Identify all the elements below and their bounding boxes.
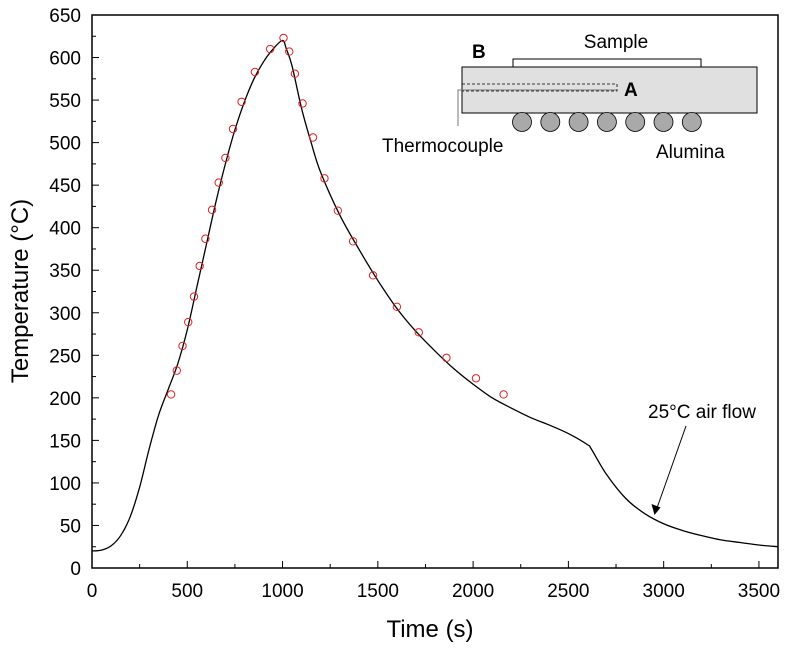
air-flow-annotation: 25°C air flow	[648, 402, 756, 423]
x-tick-label: 0	[87, 581, 98, 602]
data-point	[189, 292, 199, 301]
thermocouple-label: Thermocouple	[382, 136, 503, 157]
alumina-ball	[653, 112, 674, 132]
x-tick-label: 2000	[452, 581, 494, 602]
sample-label: Sample	[584, 32, 648, 53]
y-tick-label: 150	[49, 431, 81, 452]
data-point	[308, 133, 318, 142]
data-point	[221, 153, 230, 163]
data-point	[228, 124, 238, 134]
data-point	[279, 33, 288, 43]
data-point	[414, 328, 424, 337]
alumina-balls	[512, 112, 702, 132]
data-point	[178, 341, 187, 351]
air-flow-arrowhead	[651, 504, 661, 515]
data-point	[290, 69, 300, 78]
alumina-ball	[681, 112, 702, 132]
x-tick-label: 3500	[738, 581, 780, 602]
data-point	[471, 374, 481, 383]
y-tick-label: 0	[70, 559, 81, 580]
data-point	[214, 178, 223, 187]
x-axis-title: Time (s)	[386, 616, 473, 643]
alumina-ball	[512, 112, 532, 132]
alumina-ball	[597, 112, 617, 132]
y-tick-label: 500	[49, 134, 81, 155]
data-point	[499, 390, 508, 399]
y-tick-label: 200	[49, 389, 81, 410]
alumina-ball	[625, 112, 646, 132]
alumina-ball	[540, 112, 561, 132]
data-point	[265, 44, 275, 54]
series-points-simulated	[166, 33, 508, 399]
x-tick-label: 2500	[547, 581, 589, 602]
data-point	[172, 366, 181, 375]
data-point	[184, 317, 193, 327]
sample-block	[512, 58, 702, 68]
x-tick-label: 500	[171, 581, 203, 602]
y-tick-label: 450	[49, 176, 81, 197]
y-axis-title: Temperature (°C)	[7, 199, 34, 383]
y-tick-label: 350	[49, 261, 81, 282]
x-tick-label: 3000	[643, 581, 685, 602]
data-point	[201, 234, 210, 243]
x-tick-label: 1500	[357, 581, 399, 602]
y-axis: 0 50 100 150 200 250 300 350 400 450 500 550 600 650	[49, 6, 99, 580]
data-point	[166, 390, 176, 399]
data-point	[442, 353, 451, 363]
data-point	[250, 67, 260, 77]
point-a-label: A	[624, 80, 638, 101]
y-tick-label: 250	[49, 346, 81, 367]
alumina-label: Alumina	[656, 142, 725, 163]
data-point	[333, 206, 343, 215]
y-tick-label: 300	[49, 304, 81, 325]
y-tick-label: 600	[49, 49, 81, 70]
data-point	[285, 47, 294, 56]
thermocouple-wire	[457, 89, 617, 126]
y-tick-label: 550	[49, 91, 81, 112]
data-point	[368, 271, 378, 280]
series-line-measured	[92, 39, 778, 552]
alumina-ball	[568, 112, 589, 132]
data-point	[237, 97, 246, 106]
y-tick-label: 100	[49, 474, 81, 495]
y-tick-label: 400	[49, 219, 81, 240]
x-tick-label: 1000	[261, 581, 303, 602]
x-axis: 0 500 1000 1500 2000 2500 3000 3500	[87, 561, 780, 602]
inset-schematic: Sample B A Thermocouple Alumina	[382, 32, 758, 163]
data-point	[320, 174, 329, 183]
data-point	[392, 302, 402, 312]
data-point	[348, 237, 358, 246]
thermocouple-channel	[461, 83, 618, 92]
point-b-label: B	[472, 42, 486, 63]
data-point	[298, 99, 307, 108]
y-tick-label: 650	[49, 6, 81, 27]
y-tick-label: 50	[60, 516, 81, 537]
air-flow-arrow-shaft	[656, 425, 687, 509]
data-point	[207, 205, 217, 215]
data-point	[195, 261, 204, 271]
